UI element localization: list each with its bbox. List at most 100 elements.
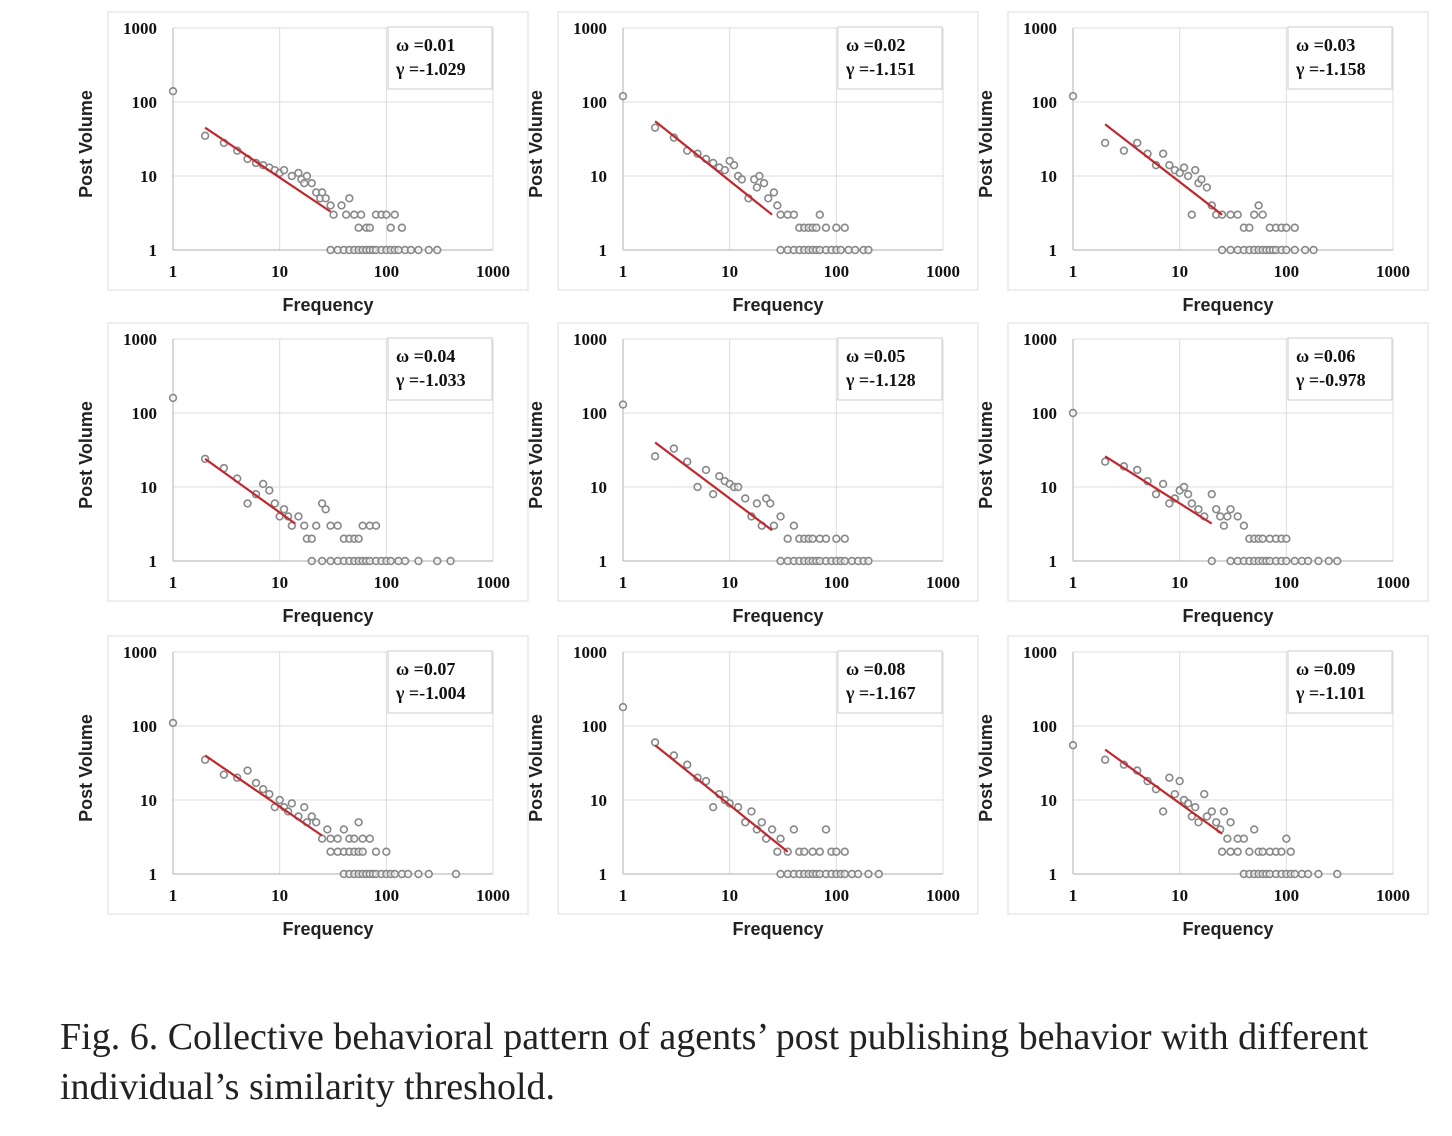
x-tick-label: 1000 (1376, 573, 1410, 592)
fit-line (204, 754, 323, 837)
x-tick-label: 10 (1171, 262, 1188, 281)
y-tick-label: 100 (582, 93, 608, 112)
data-point (1254, 201, 1263, 210)
x-tick-label: 100 (824, 573, 850, 592)
chart-panel-3: 1 10 100 1000 1 10 100 1000 Frequency Post Volume… (976, 11, 1429, 315)
omega-label: ω =0.05 (846, 346, 905, 366)
x-axis-title: Frequency (282, 919, 373, 939)
data-point (1207, 489, 1216, 499)
gamma-label: γ =-1.167 (845, 683, 916, 703)
data-point (1217, 245, 1227, 255)
data-point (1191, 802, 1200, 812)
y-tick-label: 1000 (123, 19, 157, 38)
y-tick-label: 1 (1049, 865, 1058, 884)
data-point (733, 482, 743, 492)
data-point (853, 869, 863, 879)
fit-line (1104, 748, 1223, 835)
y-axis-title: Post Volume (526, 401, 546, 509)
data-point (243, 766, 252, 775)
data-point (752, 183, 762, 192)
data-point (773, 201, 782, 210)
data-point (1119, 146, 1129, 155)
data-point (1179, 482, 1189, 492)
data-point (168, 86, 178, 96)
annotation-box (387, 337, 493, 401)
x-tick-label: 1 (169, 886, 178, 905)
data-point (321, 505, 330, 514)
data-point (701, 776, 711, 786)
data-point (414, 556, 423, 566)
y-tick-label: 10 (590, 167, 607, 186)
data-point (737, 175, 747, 184)
data-point (382, 210, 391, 219)
chart-panel-8: 1 10 100 1000 1 10 100 1000 Frequency Post Volume… (526, 635, 979, 939)
data-point (326, 556, 335, 566)
x-tick-label: 1000 (1376, 262, 1410, 281)
data-point (840, 869, 849, 879)
data-point (1314, 869, 1323, 879)
data-point (747, 807, 756, 816)
data-point (729, 160, 739, 170)
chart-panel-1: 1 10 100 1000 1 10 100 1000 Frequency Post Volume… (76, 11, 529, 315)
data-point (1226, 556, 1235, 566)
fit-line (654, 120, 773, 216)
data-point (808, 847, 817, 856)
data-point (1233, 210, 1242, 219)
data-point (1282, 245, 1291, 255)
data-point (1216, 512, 1225, 521)
data-point (321, 194, 330, 203)
data-point (356, 210, 366, 219)
x-axis-title: Frequency (282, 606, 373, 626)
data-point (1133, 138, 1142, 148)
data-point (337, 201, 346, 210)
data-point (406, 245, 416, 255)
omega-label: ω =0.06 (1296, 346, 1355, 366)
data-point (345, 194, 354, 203)
data-point (840, 556, 849, 566)
fit-line (1104, 455, 1213, 525)
gamma-label: γ =-1.004 (395, 683, 466, 703)
data-point (840, 223, 849, 232)
data-point (1200, 789, 1209, 799)
data-point (1183, 799, 1193, 808)
data-point (219, 770, 229, 779)
y-tick-label: 1 (1049, 241, 1058, 260)
x-axis-title: Frequency (1182, 295, 1273, 315)
data-point (844, 245, 853, 255)
data-point (1239, 834, 1249, 843)
data-point (832, 223, 841, 232)
data-point (294, 512, 303, 521)
annotation-box (387, 26, 493, 90)
data-point (265, 486, 274, 495)
data-point (669, 444, 679, 453)
data-point (300, 521, 309, 530)
data-point (394, 556, 403, 566)
gamma-label: γ =-0.978 (1295, 370, 1366, 390)
y-tick-label: 1 (1049, 552, 1058, 571)
x-tick-label: 10 (271, 573, 288, 592)
data-point (358, 834, 367, 843)
data-point (307, 556, 316, 566)
data-point (776, 869, 785, 879)
data-point (1300, 245, 1310, 255)
data-point (769, 188, 779, 197)
data-point (1100, 755, 1110, 764)
data-point (1165, 499, 1174, 508)
data-point (720, 165, 729, 175)
data-point (287, 799, 297, 808)
gamma-label: γ =-1.101 (1295, 683, 1366, 703)
y-tick-label: 100 (582, 404, 608, 423)
data-point (1324, 556, 1333, 566)
data-point (832, 534, 841, 543)
data-point (1309, 245, 1318, 255)
data-point (302, 171, 312, 181)
data-point (1226, 847, 1235, 856)
data-point (776, 834, 785, 843)
data-point (757, 818, 766, 827)
data-point (326, 521, 335, 530)
data-point (1226, 818, 1235, 827)
data-point (371, 847, 381, 856)
x-tick-label: 1 (1069, 262, 1078, 281)
data-point (275, 795, 284, 805)
data-point (1226, 210, 1235, 219)
